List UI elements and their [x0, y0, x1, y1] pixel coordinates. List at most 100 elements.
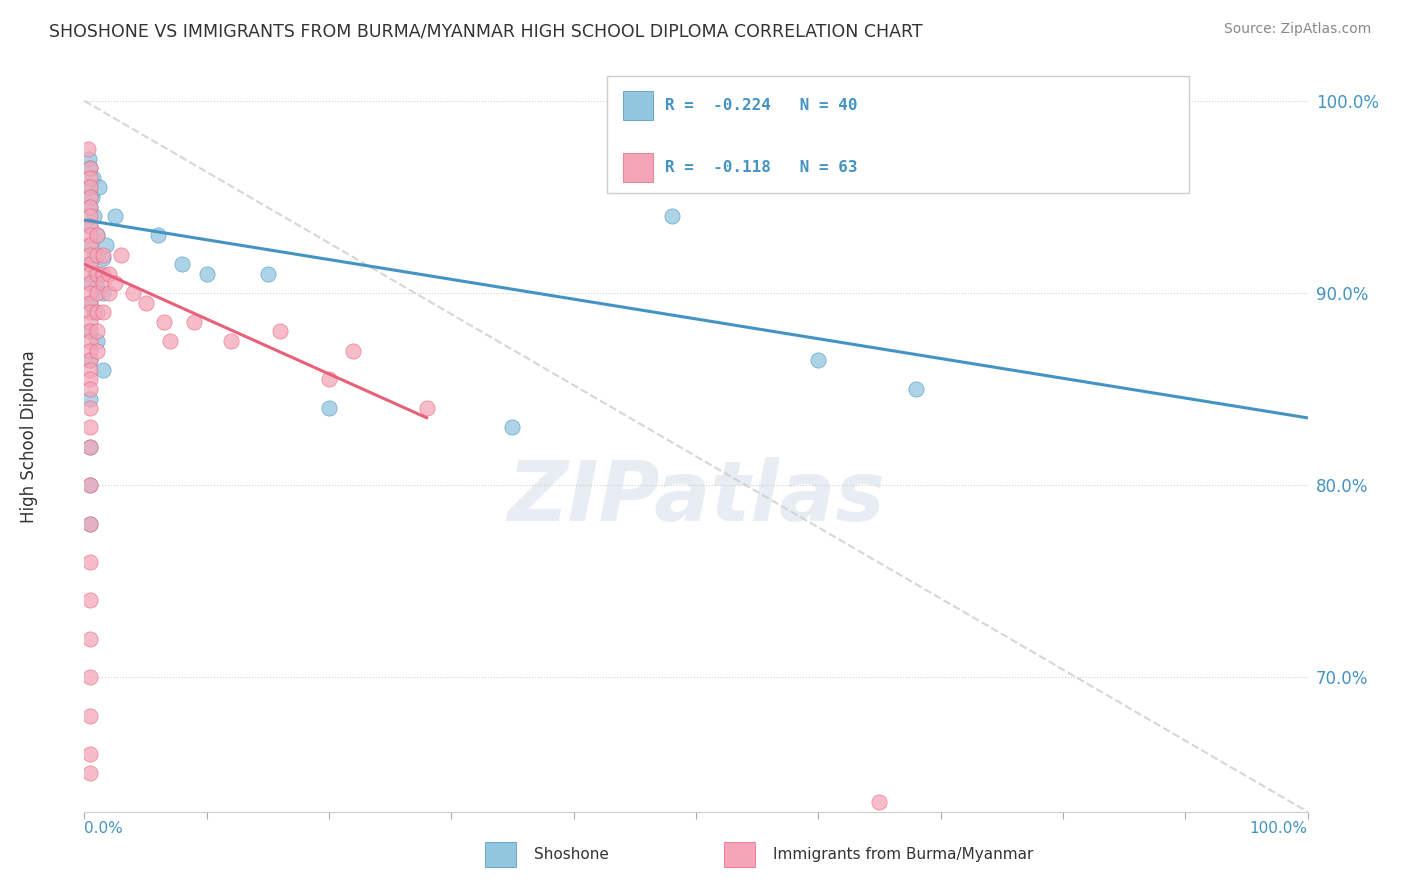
Text: High School Diploma: High School Diploma: [20, 351, 38, 524]
Point: [104, 277, 127, 291]
Text: R =  -0.224   N = 40: R = -0.224 N = 40: [665, 98, 858, 113]
Point: [79, 670, 101, 684]
Point: [86, 280, 108, 294]
Point: [91, 247, 114, 261]
Point: [318, 401, 340, 416]
Point: [79, 267, 101, 281]
Point: [79, 363, 101, 377]
Point: [86, 285, 108, 300]
Point: [79, 440, 101, 454]
Point: [79, 295, 101, 310]
Point: [79, 401, 101, 416]
Point: [79, 238, 101, 252]
Point: [79, 219, 101, 233]
Text: Shoshone: Shoshone: [534, 847, 609, 862]
Point: [79, 334, 101, 348]
Point: [661, 209, 683, 223]
Text: Immigrants from Burma/Myanmar: Immigrants from Burma/Myanmar: [773, 847, 1033, 862]
Point: [79, 766, 101, 780]
Point: [86, 228, 108, 243]
Point: [79, 392, 101, 406]
Point: [97, 267, 120, 281]
Point: [79, 420, 101, 434]
Point: [269, 325, 291, 339]
Point: [502, 420, 524, 434]
Point: [172, 257, 194, 271]
Text: ZIPatlas: ZIPatlas: [508, 457, 884, 538]
Point: [91, 277, 114, 291]
Point: [96, 238, 118, 252]
Point: [79, 632, 101, 646]
Point: [97, 285, 120, 300]
Point: [79, 372, 101, 386]
Point: [77, 142, 100, 156]
Point: [79, 593, 101, 607]
Point: [79, 285, 101, 300]
Point: [79, 247, 101, 261]
Point: [79, 200, 101, 214]
Point: [79, 516, 101, 531]
Point: [79, 353, 101, 368]
Point: [195, 267, 218, 281]
Point: [79, 277, 101, 291]
Point: [91, 267, 114, 281]
Point: [79, 161, 101, 175]
Point: [79, 170, 101, 185]
Point: [79, 325, 101, 339]
Point: [153, 315, 176, 329]
Point: [79, 190, 101, 204]
Point: [84, 267, 107, 281]
Point: [79, 257, 101, 271]
Point: [86, 267, 108, 281]
Point: [257, 267, 280, 281]
Text: 100.0%: 100.0%: [1250, 822, 1308, 837]
Point: [79, 315, 101, 329]
Point: [83, 209, 105, 223]
Point: [79, 200, 101, 214]
Point: [183, 315, 205, 329]
Point: [219, 334, 242, 348]
Point: [79, 219, 101, 233]
Text: R =  -0.118   N = 63: R = -0.118 N = 63: [665, 160, 858, 175]
Point: [79, 161, 101, 175]
Point: [905, 382, 928, 396]
Point: [110, 247, 132, 261]
Point: [79, 257, 101, 271]
Point: [79, 277, 101, 291]
Point: [77, 180, 100, 194]
Point: [79, 382, 101, 396]
Point: [79, 708, 101, 723]
Bar: [623, 153, 654, 182]
Point: [79, 295, 101, 310]
Point: [82, 170, 104, 185]
Point: [104, 209, 127, 223]
Point: [83, 305, 105, 319]
Point: [79, 353, 101, 368]
Point: [79, 180, 101, 194]
Point: [869, 795, 891, 809]
Point: [91, 252, 114, 266]
Point: [342, 343, 364, 358]
Point: [79, 516, 101, 531]
Point: [77, 152, 100, 166]
Point: [79, 440, 101, 454]
Point: [79, 478, 101, 492]
Point: [83, 247, 105, 261]
Text: 0.0%: 0.0%: [84, 822, 124, 837]
Point: [79, 238, 101, 252]
Point: [146, 228, 169, 243]
Text: SHOSHONE VS IMMIGRANTS FROM BURMA/MYANMAR HIGH SCHOOL DIPLOMA CORRELATION CHART: SHOSHONE VS IMMIGRANTS FROM BURMA/MYANMA…: [49, 22, 922, 40]
Point: [79, 209, 101, 223]
Point: [416, 401, 439, 416]
Point: [79, 478, 101, 492]
Point: [91, 285, 114, 300]
Point: [79, 343, 101, 358]
Point: [87, 267, 110, 281]
Point: [79, 747, 101, 761]
Point: [91, 305, 114, 319]
FancyBboxPatch shape: [606, 76, 1189, 193]
Point: [86, 305, 108, 319]
Point: [79, 305, 101, 319]
Point: [80, 190, 103, 204]
Text: Source: ZipAtlas.com: Source: ZipAtlas.com: [1223, 22, 1371, 37]
